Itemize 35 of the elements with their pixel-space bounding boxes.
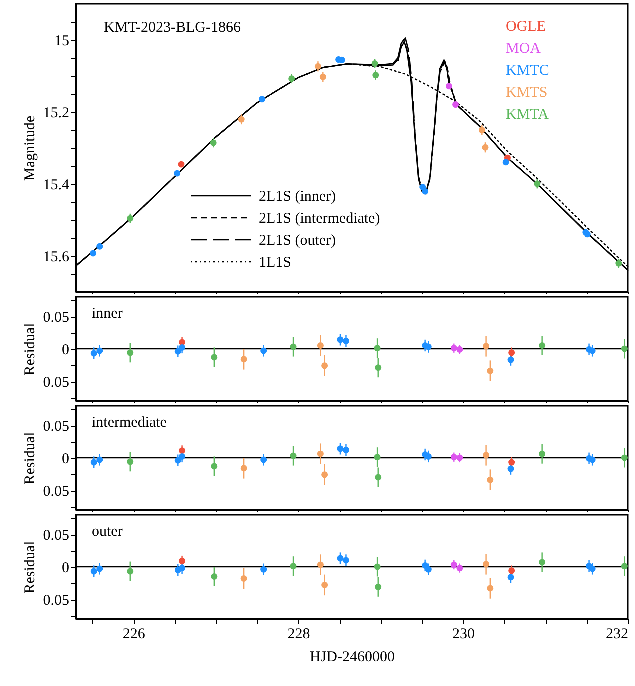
text: KMTS (506, 85, 548, 101)
y-tick-label: 15 (54, 34, 70, 50)
text: intermediate (92, 415, 168, 431)
y-tick-label: 15.2 (43, 106, 70, 122)
y-tick-label: 0.05 (43, 528, 70, 544)
text: OGLE (506, 19, 546, 35)
y-tick-label: 0 (62, 452, 70, 468)
x-tick-label: 230 (452, 626, 475, 642)
y-axis-title: Residual (22, 323, 38, 376)
y-axis-title: Residual (22, 541, 38, 594)
y-tick-label: 0.05 (43, 310, 70, 326)
y-tick-label: 15.6 (43, 250, 70, 266)
y-tick-label: 0.05 (43, 419, 70, 435)
y-tick-label: 0 (62, 560, 70, 576)
y-tick-label: 0.05 (43, 484, 70, 500)
legend-label: 1L1S (259, 255, 292, 271)
x-tick-label: 228 (288, 626, 310, 642)
x-axis-title: HJD-2460000 (310, 650, 395, 666)
text: MOA (506, 41, 542, 57)
legend-label: 2L1S (inner) (259, 189, 336, 205)
text: inner (92, 306, 123, 322)
x-tick-label: 226 (122, 626, 146, 642)
legend-label: 2L1S (outer) (259, 233, 336, 249)
y-tick-label: 15.4 (43, 178, 70, 194)
y-axis-title: Magnitude (22, 116, 38, 181)
text: KMTC (506, 63, 550, 79)
y-tick-label: 0.05 (43, 593, 70, 609)
y-tick-label: 0 (62, 342, 70, 358)
y-axis-title: Residual (22, 432, 38, 485)
text: KMT-2023-BLG-1866 (104, 20, 242, 36)
text: KMTA (506, 107, 550, 123)
x-tick-label: 232 (606, 626, 628, 642)
y-tick-label: 0.05 (43, 375, 70, 391)
text: outer (92, 524, 123, 540)
legend-label: 2L1S (intermediate) (259, 211, 380, 227)
